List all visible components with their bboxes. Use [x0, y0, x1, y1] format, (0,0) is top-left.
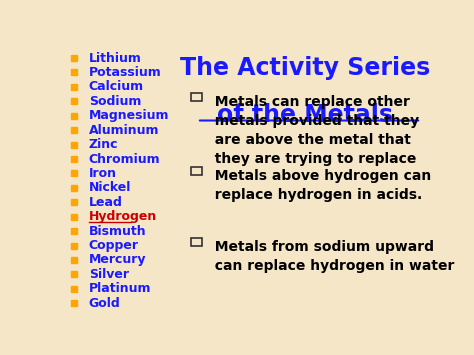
Text: Bismuth: Bismuth: [89, 225, 146, 237]
Text: Mercury: Mercury: [89, 253, 146, 267]
Text: Gold: Gold: [89, 297, 120, 310]
Text: Zinc: Zinc: [89, 138, 118, 151]
Text: Copper: Copper: [89, 239, 138, 252]
Text: Metals from sodium upward
  can replace hydrogen in water: Metals from sodium upward can replace hy…: [205, 240, 455, 273]
FancyBboxPatch shape: [191, 238, 202, 246]
Text: Lead: Lead: [89, 196, 122, 209]
Text: Silver: Silver: [89, 268, 128, 281]
Text: Platinum: Platinum: [89, 282, 151, 295]
Text: Hydrogen: Hydrogen: [89, 210, 157, 223]
Text: of the Metals: of the Metals: [218, 103, 393, 127]
FancyBboxPatch shape: [191, 93, 202, 101]
Text: Lithium: Lithium: [89, 51, 142, 65]
Text: Chromium: Chromium: [89, 153, 160, 165]
Text: Nickel: Nickel: [89, 181, 131, 194]
Text: Magnesium: Magnesium: [89, 109, 169, 122]
Text: Aluminum: Aluminum: [89, 124, 159, 137]
Text: Iron: Iron: [89, 167, 117, 180]
Text: The Activity Series: The Activity Series: [180, 56, 430, 80]
FancyBboxPatch shape: [191, 167, 202, 175]
Text: Sodium: Sodium: [89, 95, 141, 108]
Text: Calcium: Calcium: [89, 80, 144, 93]
Text: Metals above hydrogen can
  replace hydrogen in acids.: Metals above hydrogen can replace hydrog…: [205, 169, 432, 202]
Text: Potassium: Potassium: [89, 66, 161, 79]
Text: Metals can replace other
  metals provided that they
  are above the metal that
: Metals can replace other metals provided…: [205, 95, 419, 166]
